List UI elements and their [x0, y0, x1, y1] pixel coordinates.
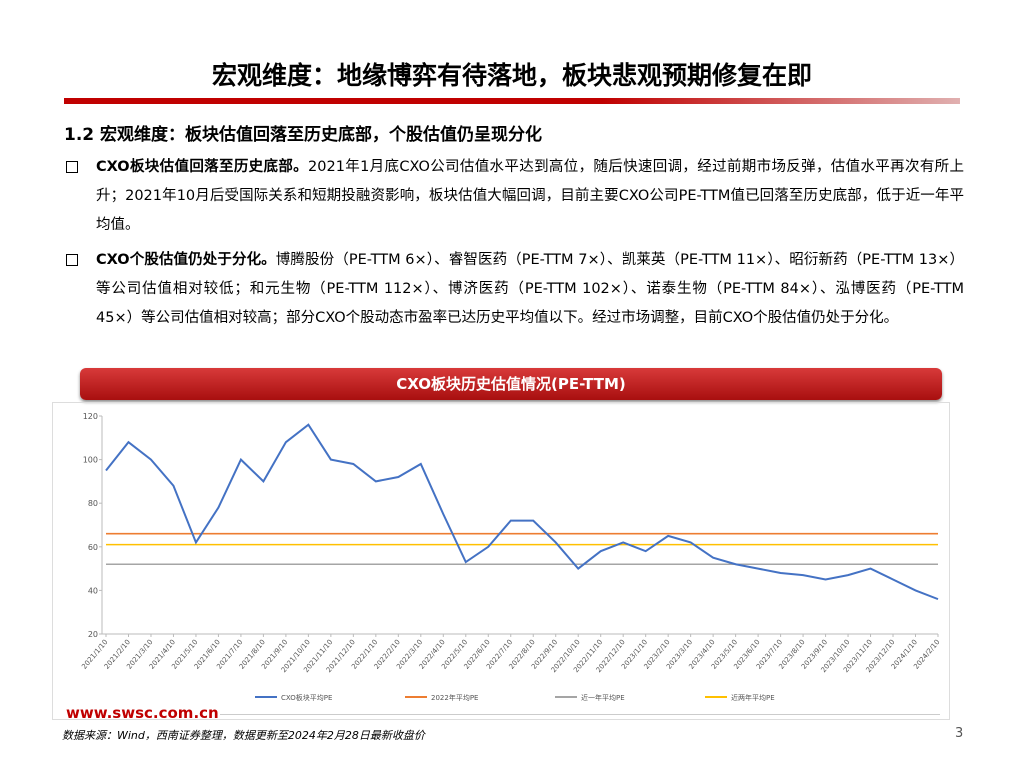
- legend-label: 2022年平均PE: [431, 693, 478, 702]
- y-tick-label: 120: [83, 412, 98, 421]
- data-line: [105, 423, 939, 601]
- title-rule: [64, 98, 960, 104]
- section-heading: 1.2 宏观维度：板块估值回落至历史底部，个股估值仍呈现分化: [64, 125, 543, 145]
- y-tick-label: 20: [88, 630, 98, 639]
- bullet-text: 博腾股份（PE-TTM 6×）、睿智医药（PE-TTM 7×）、凯莱英（PE-T…: [96, 252, 964, 326]
- y-tick-label: 100: [83, 456, 98, 465]
- footer-rule: [220, 714, 940, 715]
- bullet-text: 2021年1月底CXO公司估值水平达到高位，随后快速回调，经过前期市场反弹，估值…: [96, 159, 964, 233]
- y-tick-label: 80: [88, 499, 98, 508]
- chart-header: CXO板块历史估值情况(PE-TTM): [80, 368, 942, 400]
- legend-label: 近两年平均PE: [731, 693, 775, 702]
- bullet: CXO板块估值回落至历史底部。2021年1月底CXO公司估值水平达到高位，随后快…: [64, 153, 964, 240]
- slide-title: 宏观维度：地缘博弈有待落地，板块悲观预期修复在即: [211, 61, 812, 90]
- chart-frame: [52, 402, 950, 720]
- bullet-box: [66, 254, 78, 266]
- page-number: 3: [955, 726, 964, 741]
- bullet-lead: CXO个股估值仍处于分化。: [96, 252, 276, 268]
- legend-label: CXO板块平均PE: [281, 693, 332, 702]
- y-tick-label: 40: [88, 586, 98, 595]
- website: www.swsc.com.cn: [66, 704, 219, 722]
- bullet-box: [66, 161, 78, 173]
- legend-label: 近一年平均PE: [581, 693, 625, 702]
- bullet-lead: CXO板块估值回落至历史底部。: [96, 159, 309, 175]
- source-note: 数据来源：Wind，西南证券整理，数据更新至2024年2月28日最新收盘价: [62, 729, 425, 742]
- bullet: CXO个股估值仍处于分化。博腾股份（PE-TTM 6×）、睿智医药（PE-TTM…: [64, 246, 964, 333]
- y-tick-label: 60: [88, 543, 98, 552]
